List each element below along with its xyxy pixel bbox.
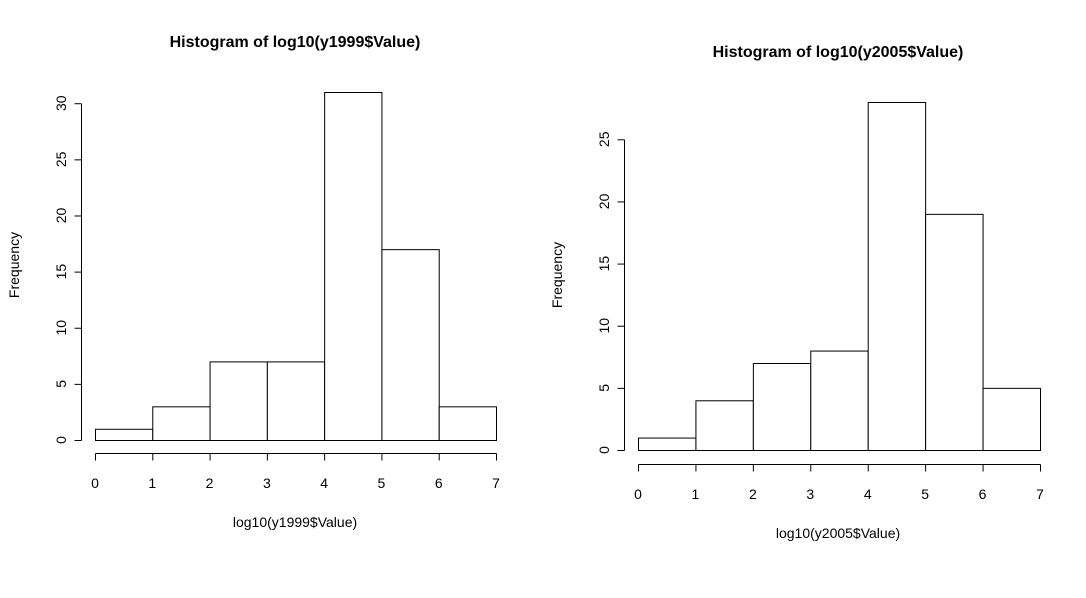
histogram-panel-2005: Histogram of log10(y2005$Value) log10(y2… <box>549 44 1044 541</box>
y-tick-label: 10 <box>53 320 69 336</box>
x-tick-label: 6 <box>435 475 443 491</box>
x-tick-label: 7 <box>1036 486 1044 502</box>
y-axis-label: Frequency <box>6 232 22 298</box>
chart-title: Histogram of log10(y2005$Value) <box>713 44 964 61</box>
x-tick-label: 2 <box>206 475 214 491</box>
x-tick-label: 4 <box>320 475 328 491</box>
x-tick-label: 0 <box>634 486 642 502</box>
x-tick-label: 0 <box>91 475 99 491</box>
y-tick-label: 25 <box>596 131 612 147</box>
y-tick-label: 25 <box>53 151 69 167</box>
y-tick-label: 15 <box>596 256 612 272</box>
x-tick-label: 1 <box>692 486 700 502</box>
x-tick-label: 3 <box>263 475 271 491</box>
histogram-bar <box>152 406 211 441</box>
x-tick-label: 7 <box>492 475 500 491</box>
histogram-bar <box>209 361 268 441</box>
y-axis: 0 5 10 15 20 25 30 <box>53 95 82 444</box>
x-tick-label: 1 <box>148 475 156 491</box>
x-tick-label: 2 <box>749 486 757 502</box>
y-tick-label: 0 <box>596 446 612 454</box>
y-tick-label: 20 <box>596 193 612 209</box>
bars <box>638 102 1041 452</box>
x-tick-label: 6 <box>979 486 987 502</box>
y-tick-label: 10 <box>596 318 612 334</box>
x-axis-label: log10(y1999$Value) <box>233 514 357 530</box>
histogram-bar <box>925 213 984 451</box>
histogram-bar <box>982 387 1041 452</box>
histogram-bar <box>381 249 440 441</box>
y-tick-label: 20 <box>53 207 69 223</box>
histogram-panel-1999: Histogram of log10(y1999$Value) log10(y1… <box>6 34 500 530</box>
x-axis-label: log10(y2005$Value) <box>776 525 900 541</box>
x-tick-label: 4 <box>864 486 872 502</box>
histogram-bar <box>324 92 383 441</box>
chart-title: Histogram of log10(y1999$Value) <box>170 34 421 51</box>
y-axis-label: Frequency <box>549 242 565 308</box>
histogram-bar <box>810 350 869 452</box>
histogram-bar <box>695 400 754 451</box>
histogram-bar <box>438 406 498 441</box>
x-axis: 0 1 2 3 4 5 6 7 <box>634 464 1044 502</box>
y-tick-label: 30 <box>53 95 69 111</box>
x-axis: 0 1 2 3 4 5 6 7 <box>91 453 500 491</box>
histogram-bar <box>266 361 326 441</box>
y-tick-label: 15 <box>53 264 69 280</box>
y-axis: 0 5 10 15 20 25 <box>596 131 625 454</box>
bars <box>95 92 498 442</box>
histogram-bar <box>752 363 812 451</box>
x-tick-label: 5 <box>921 486 929 502</box>
histogram-bar <box>95 428 154 442</box>
y-tick-label: 5 <box>596 384 612 392</box>
histogram-bar <box>638 437 697 452</box>
x-tick-label: 5 <box>378 475 386 491</box>
x-tick-label: 3 <box>806 486 814 502</box>
y-tick-label: 5 <box>53 380 69 388</box>
y-tick-label: 0 <box>53 436 69 444</box>
histogram-bar <box>867 102 927 451</box>
